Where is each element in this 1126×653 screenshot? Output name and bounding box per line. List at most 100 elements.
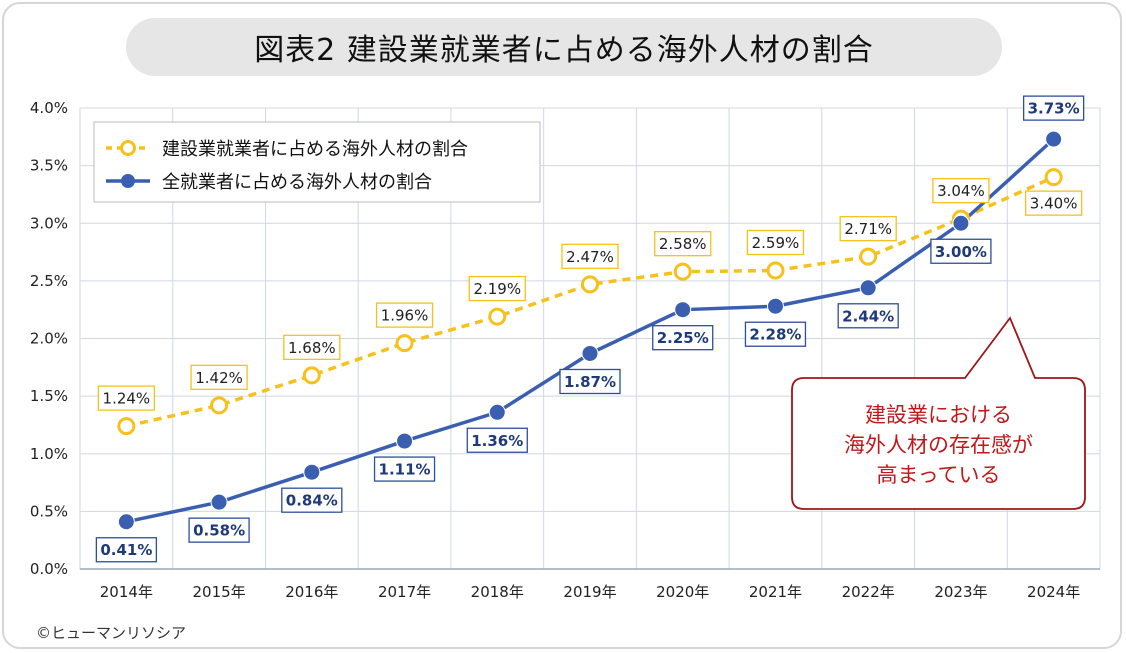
y-tick-label: 4.0%: [30, 99, 68, 117]
all-workers-data-label: 3.73%: [1022, 95, 1085, 121]
svg-text:2.44%: 2.44%: [842, 307, 894, 325]
all-workers-data-label: 2.28%: [744, 321, 807, 347]
y-tick-label: 2.0%: [30, 330, 68, 348]
all-workers-data-point: [396, 432, 414, 450]
x-tick-label: 2022年: [842, 583, 895, 601]
y-tick-label: 1.5%: [30, 387, 68, 405]
x-tick-label: 2018年: [471, 583, 524, 601]
annotation-text-line: 海外人材の存在感が: [844, 433, 1033, 457]
copyright-text: ©ヒューマンリソシア: [36, 624, 187, 642]
svg-text:1.11%: 1.11%: [379, 461, 431, 479]
construction-data-label: 2.71%: [839, 216, 897, 242]
legend-marker-construction: [120, 140, 136, 156]
all-workers-data-label: 2.25%: [652, 325, 714, 351]
svg-text:2.47%: 2.47%: [566, 248, 614, 266]
construction-data-point: [859, 247, 878, 266]
annotation-text-line: 高まっている: [876, 463, 1000, 487]
construction-data-label: 2.59%: [746, 229, 805, 256]
construction-data-label: 2.47%: [561, 243, 619, 269]
svg-text:3.73%: 3.73%: [1028, 100, 1080, 118]
legend-label-construction: 建設業就業者に占める海外人材の割合: [162, 139, 468, 160]
construction-data-label: 1.96%: [375, 302, 434, 328]
svg-text:1.24%: 1.24%: [103, 390, 151, 408]
legend-label-all-workers: 全就業者に占める海外人材の割合: [162, 172, 432, 193]
construction-data-point: [395, 334, 414, 353]
all-workers-data-label: 0.84%: [281, 487, 343, 513]
svg-text:1.87%: 1.87%: [564, 373, 616, 391]
y-tick-label: 0.5%: [30, 502, 68, 520]
y-tick-label: 1.0%: [30, 445, 68, 463]
x-tick-label: 2020年: [656, 583, 709, 601]
all-workers-data-label: 1.87%: [559, 368, 621, 395]
y-tick-label: 3.5%: [30, 157, 68, 175]
svg-text:2.58%: 2.58%: [659, 235, 707, 253]
x-tick-label: 2016年: [285, 583, 338, 601]
construction-data-point: [117, 417, 136, 436]
construction-data-point: [766, 261, 785, 280]
all-workers-data-point: [952, 214, 970, 232]
y-tick-label: 3.0%: [30, 214, 68, 232]
construction-data-point: [1044, 168, 1063, 187]
svg-text:2.19%: 2.19%: [473, 280, 521, 298]
construction-data-point: [673, 262, 692, 281]
svg-text:1.96%: 1.96%: [381, 307, 429, 325]
all-workers-data-label: 0.41%: [95, 537, 158, 563]
legend-marker-all-workers: [121, 174, 135, 188]
all-workers-data-point: [117, 513, 135, 531]
x-tick-label: 2023年: [934, 583, 987, 601]
all-workers-data-label: 0.58%: [188, 517, 250, 543]
all-workers-data-point: [488, 403, 506, 421]
svg-text:2.28%: 2.28%: [749, 326, 801, 344]
all-workers-data-label: 2.44%: [837, 303, 899, 329]
x-tick-label: 2019年: [563, 583, 616, 601]
construction-data-label: 3.40%: [1024, 190, 1083, 216]
annotation-bubble: [791, 316, 1086, 510]
chart-title: 図表2 建設業就業者に占める海外人材の割合: [126, 18, 1002, 76]
all-workers-data-label: 1.36%: [466, 427, 528, 453]
construction-data-point: [581, 275, 599, 294]
svg-text:0.58%: 0.58%: [193, 522, 245, 540]
construction-series-line: [125, 175, 1055, 428]
all-workers-data-point: [766, 297, 784, 315]
x-tick-label: 2021年: [749, 583, 802, 601]
construction-data-label: 2.19%: [468, 275, 526, 302]
svg-text:2.25%: 2.25%: [657, 329, 709, 347]
x-tick-label: 2014年: [100, 583, 153, 601]
all-workers-data-point: [581, 344, 599, 362]
x-tick-label: 2015年: [192, 583, 245, 601]
svg-text:2.59%: 2.59%: [752, 234, 800, 252]
all-workers-data-label: 3.00%: [930, 238, 992, 264]
all-workers-data-point: [210, 493, 228, 511]
svg-text:3.00%: 3.00%: [935, 243, 987, 261]
all-workers-data-point: [303, 463, 321, 481]
x-tick-label: 2017年: [378, 583, 431, 601]
construction-data-label: 1.42%: [190, 364, 248, 390]
legend-box: [93, 121, 541, 203]
construction-data-label: 3.04%: [932, 177, 990, 204]
construction-data-label: 1.68%: [283, 334, 341, 361]
construction-data-point: [210, 396, 229, 415]
all-workers-data-point: [674, 301, 692, 319]
y-tick-label: 0.0%: [30, 560, 68, 578]
construction-data-label: 1.24%: [97, 385, 156, 411]
svg-text:2.71%: 2.71%: [844, 220, 892, 238]
svg-text:1.36%: 1.36%: [471, 432, 523, 450]
svg-text:1.68%: 1.68%: [288, 339, 336, 357]
construction-data-point: [302, 366, 321, 385]
svg-text:3.40%: 3.40%: [1030, 195, 1078, 213]
svg-text:1.42%: 1.42%: [195, 369, 243, 387]
construction-data-label: 2.58%: [654, 231, 712, 257]
all-workers-data-point: [1045, 130, 1063, 148]
x-tick-label: 2024年: [1027, 583, 1080, 601]
construction-data-point: [488, 307, 507, 326]
all-workers-data-point: [859, 279, 877, 297]
annotation-text-line: 建設業における: [865, 403, 1012, 427]
svg-text:3.04%: 3.04%: [937, 182, 985, 200]
y-tick-label: 2.5%: [30, 272, 68, 290]
all-workers-data-label: 1.11%: [373, 456, 436, 482]
svg-text:0.84%: 0.84%: [286, 492, 338, 510]
svg-text:0.41%: 0.41%: [100, 541, 152, 559]
